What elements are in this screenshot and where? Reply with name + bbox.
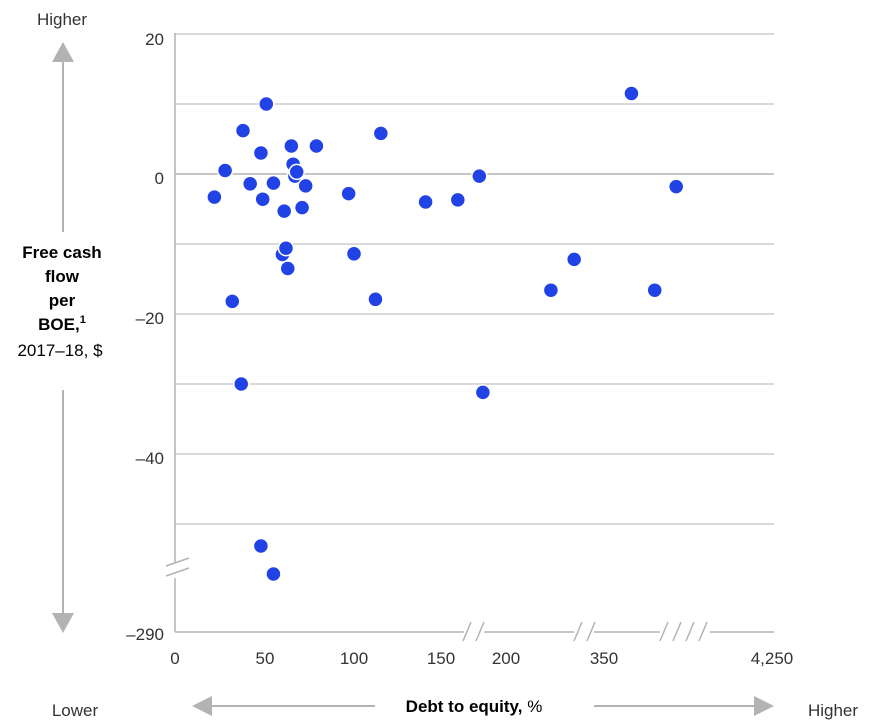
data-point <box>258 95 275 113</box>
x-tick-label: 200 <box>492 649 520 668</box>
data-point <box>449 191 467 209</box>
y-tick-labels: 20 0 –20 –40 –290 <box>126 30 164 644</box>
data-point <box>234 122 252 139</box>
data-point <box>206 188 223 206</box>
data-point <box>565 251 583 268</box>
y-tick-label: –40 <box>136 449 164 468</box>
data-point <box>293 199 311 216</box>
y-title-line-1: Free cash <box>22 243 101 262</box>
y-tick-label: 20 <box>145 30 164 49</box>
y-tick-label: 0 <box>155 169 164 188</box>
y-title-line-3: per <box>49 291 76 310</box>
y-title-line-5: 2017–18, $ <box>17 341 103 360</box>
data-point <box>542 281 560 299</box>
x-tick-labels: 0 50 100 150 200 350 4,250 <box>170 649 793 668</box>
data-point <box>345 245 363 263</box>
x-tick-label: 100 <box>340 649 368 668</box>
data-point <box>646 281 663 299</box>
data-point <box>340 185 357 202</box>
data-point <box>254 190 271 208</box>
data-point <box>241 175 259 193</box>
y-tick-label: –20 <box>136 309 164 328</box>
y-tick-label: –290 <box>126 625 164 644</box>
x-low-label: Lower <box>52 701 99 720</box>
data-point <box>283 137 300 155</box>
data-point <box>252 537 270 555</box>
data-point <box>667 178 685 195</box>
data-point <box>623 85 640 102</box>
x-high-label: Higher <box>808 701 858 720</box>
x-tick-label: 350 <box>590 649 618 668</box>
axis-break-marks <box>165 557 708 642</box>
data-point <box>417 193 434 211</box>
data-point <box>252 144 270 162</box>
data-point <box>372 125 390 142</box>
data-point <box>224 293 241 310</box>
x-title-rest: % <box>522 697 542 716</box>
y-title-line-2: flow <box>45 267 80 286</box>
y-title-boe: BOE, <box>38 315 80 334</box>
y-axis-title: Free cash flow per BOE,1 2017–18, $ <box>17 243 103 360</box>
y-title-line-4: BOE,1 <box>38 314 86 334</box>
data-point <box>279 260 297 277</box>
x-axis-title: Debt to equity, % <box>406 697 543 716</box>
data-point <box>277 239 295 257</box>
data-points <box>206 85 685 583</box>
y-direction-arrow <box>52 42 74 633</box>
data-point <box>232 375 250 393</box>
data-point <box>367 291 384 308</box>
x-tick-label: 150 <box>427 649 455 668</box>
data-point <box>265 174 282 192</box>
data-point <box>308 137 325 155</box>
data-point <box>297 177 314 195</box>
x-tick-label: 4,250 <box>751 649 794 668</box>
data-point <box>216 162 234 179</box>
y-high-label: Higher <box>37 10 87 29</box>
data-point <box>474 384 492 401</box>
data-point <box>265 565 282 583</box>
axes <box>174 33 774 633</box>
x-tick-label: 50 <box>256 649 275 668</box>
x-tick-label: 0 <box>170 649 179 668</box>
data-point <box>275 202 293 220</box>
x-direction-arrow <box>192 696 774 716</box>
data-point <box>288 163 305 181</box>
x-title-bold: Debt to equity, <box>406 697 523 716</box>
data-point <box>471 167 488 185</box>
y-title-footnote: 1 <box>80 314 86 326</box>
